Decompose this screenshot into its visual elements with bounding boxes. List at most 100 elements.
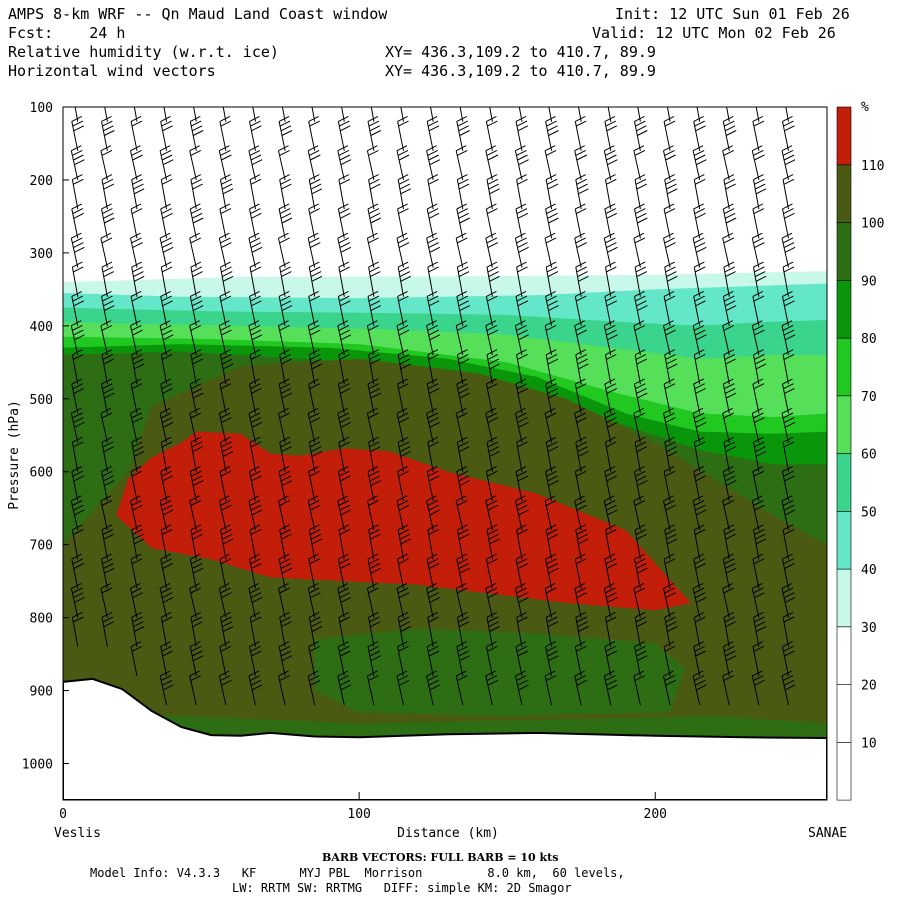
wind-barb: [723, 436, 736, 472]
wind-barb: [666, 107, 671, 122]
wind-barb: [366, 582, 379, 618]
wind-barb: [574, 203, 587, 239]
wind-barb: [722, 582, 735, 618]
wind-barb: [456, 378, 470, 414]
wind-barb: [603, 582, 618, 618]
wind-barb: [220, 174, 234, 210]
wind-barb: [130, 290, 143, 326]
wind-barb: [545, 115, 559, 151]
wind-barb: [574, 378, 587, 414]
wind-barb: [367, 290, 382, 326]
wind-barb: [782, 349, 795, 385]
wind-barb: [248, 145, 263, 181]
distance-axis: 0 100 200: [59, 792, 667, 822]
colorbar-segment: [836, 453, 852, 512]
wind-barb: [71, 203, 85, 239]
wind-barb: [751, 145, 765, 181]
wind-barb: [337, 145, 352, 181]
wind-barb: [456, 349, 470, 385]
wind-barb: [634, 466, 648, 501]
wind-barb: [366, 670, 379, 706]
wind-barb: [633, 320, 646, 356]
wind-barb: [486, 174, 500, 210]
colorbar-segment: [836, 222, 852, 281]
wind-barb: [131, 524, 145, 560]
wind-barb: [218, 407, 232, 443]
wind-barb: [574, 582, 588, 618]
wind-barb: [160, 349, 173, 385]
wind-barb: [397, 611, 411, 647]
wind-barb: [190, 436, 203, 472]
wind-barb: [130, 407, 143, 443]
wind-barb: [722, 641, 737, 677]
wind-barb: [514, 670, 529, 706]
wind-barb: [663, 582, 676, 618]
wind-barb: [485, 232, 499, 268]
wind-barb: [489, 107, 493, 122]
wind-barb: [545, 378, 559, 414]
wind-barb: [637, 107, 641, 122]
wind-barb: [426, 582, 441, 618]
wind-barb: [338, 174, 351, 210]
wind-barb: [781, 232, 796, 268]
wind-barb: [189, 320, 202, 356]
wind-barb: [693, 611, 706, 647]
wind-barb: [368, 349, 381, 385]
wind-barb: [100, 145, 113, 181]
wind-barb: [693, 553, 706, 589]
wind-barb: [603, 495, 618, 531]
wind-barb: [70, 582, 85, 618]
wind-barb: [574, 320, 588, 356]
y-tick-label: 600: [30, 466, 53, 481]
wind-barb: [485, 378, 498, 414]
wind-barb: [485, 320, 499, 356]
wind-barb: [130, 115, 143, 151]
wind-barb: [634, 524, 648, 560]
wind-barb: [130, 495, 143, 531]
wind-barb: [574, 145, 588, 181]
wind-barb: [722, 145, 735, 181]
wind-barb: [752, 290, 765, 326]
colorbar-label: 50: [861, 505, 877, 520]
wind-barb: [633, 495, 646, 531]
pressure-axis: 100 200 300 400 500 600 700 800 900 1000: [22, 101, 69, 773]
wind-barb: [249, 174, 262, 210]
wind-barb: [101, 524, 115, 560]
wind-barb: [485, 407, 499, 443]
wind-barb: [307, 670, 321, 706]
wind-barb: [370, 107, 375, 122]
wind-barb: [189, 553, 204, 589]
colorbar-label: 110: [861, 159, 884, 174]
wind-barb: [545, 611, 559, 647]
wind-barb: [485, 145, 499, 181]
wind-barb: [634, 115, 648, 151]
wind-barb: [337, 320, 352, 356]
wind-barb: [485, 670, 499, 706]
wind-barb: [367, 553, 382, 589]
wind-barb: [278, 582, 290, 618]
wind-barb: [189, 582, 202, 618]
wind-barb: [692, 320, 707, 356]
wind-barb: [278, 670, 290, 706]
wind-barb: [337, 203, 351, 239]
wind-barb: [782, 466, 795, 501]
wind-barb: [574, 495, 588, 531]
wind-barb: [548, 107, 553, 122]
valid-time: Valid: 12 UTC Mon 02 Feb 26: [592, 24, 836, 42]
wind-barb: [516, 174, 528, 210]
colorbar-segment: [836, 164, 852, 223]
wind-barb: [281, 107, 286, 122]
wind-barb: [722, 378, 737, 414]
wind-barb: [603, 670, 618, 706]
wind-barb: [574, 115, 587, 151]
wind-barb: [752, 378, 765, 414]
wind-barb: [781, 495, 796, 531]
field-label-wind: Horizontal wind vectors: [8, 62, 216, 80]
wind-barb: [455, 582, 468, 618]
wind-barb: [752, 641, 765, 677]
terrain-fill: [63, 677, 827, 800]
wind-barb: [427, 524, 439, 560]
colorbar-segment: [836, 568, 852, 628]
wind-barb: [486, 436, 500, 472]
wind-barb: [397, 378, 409, 414]
